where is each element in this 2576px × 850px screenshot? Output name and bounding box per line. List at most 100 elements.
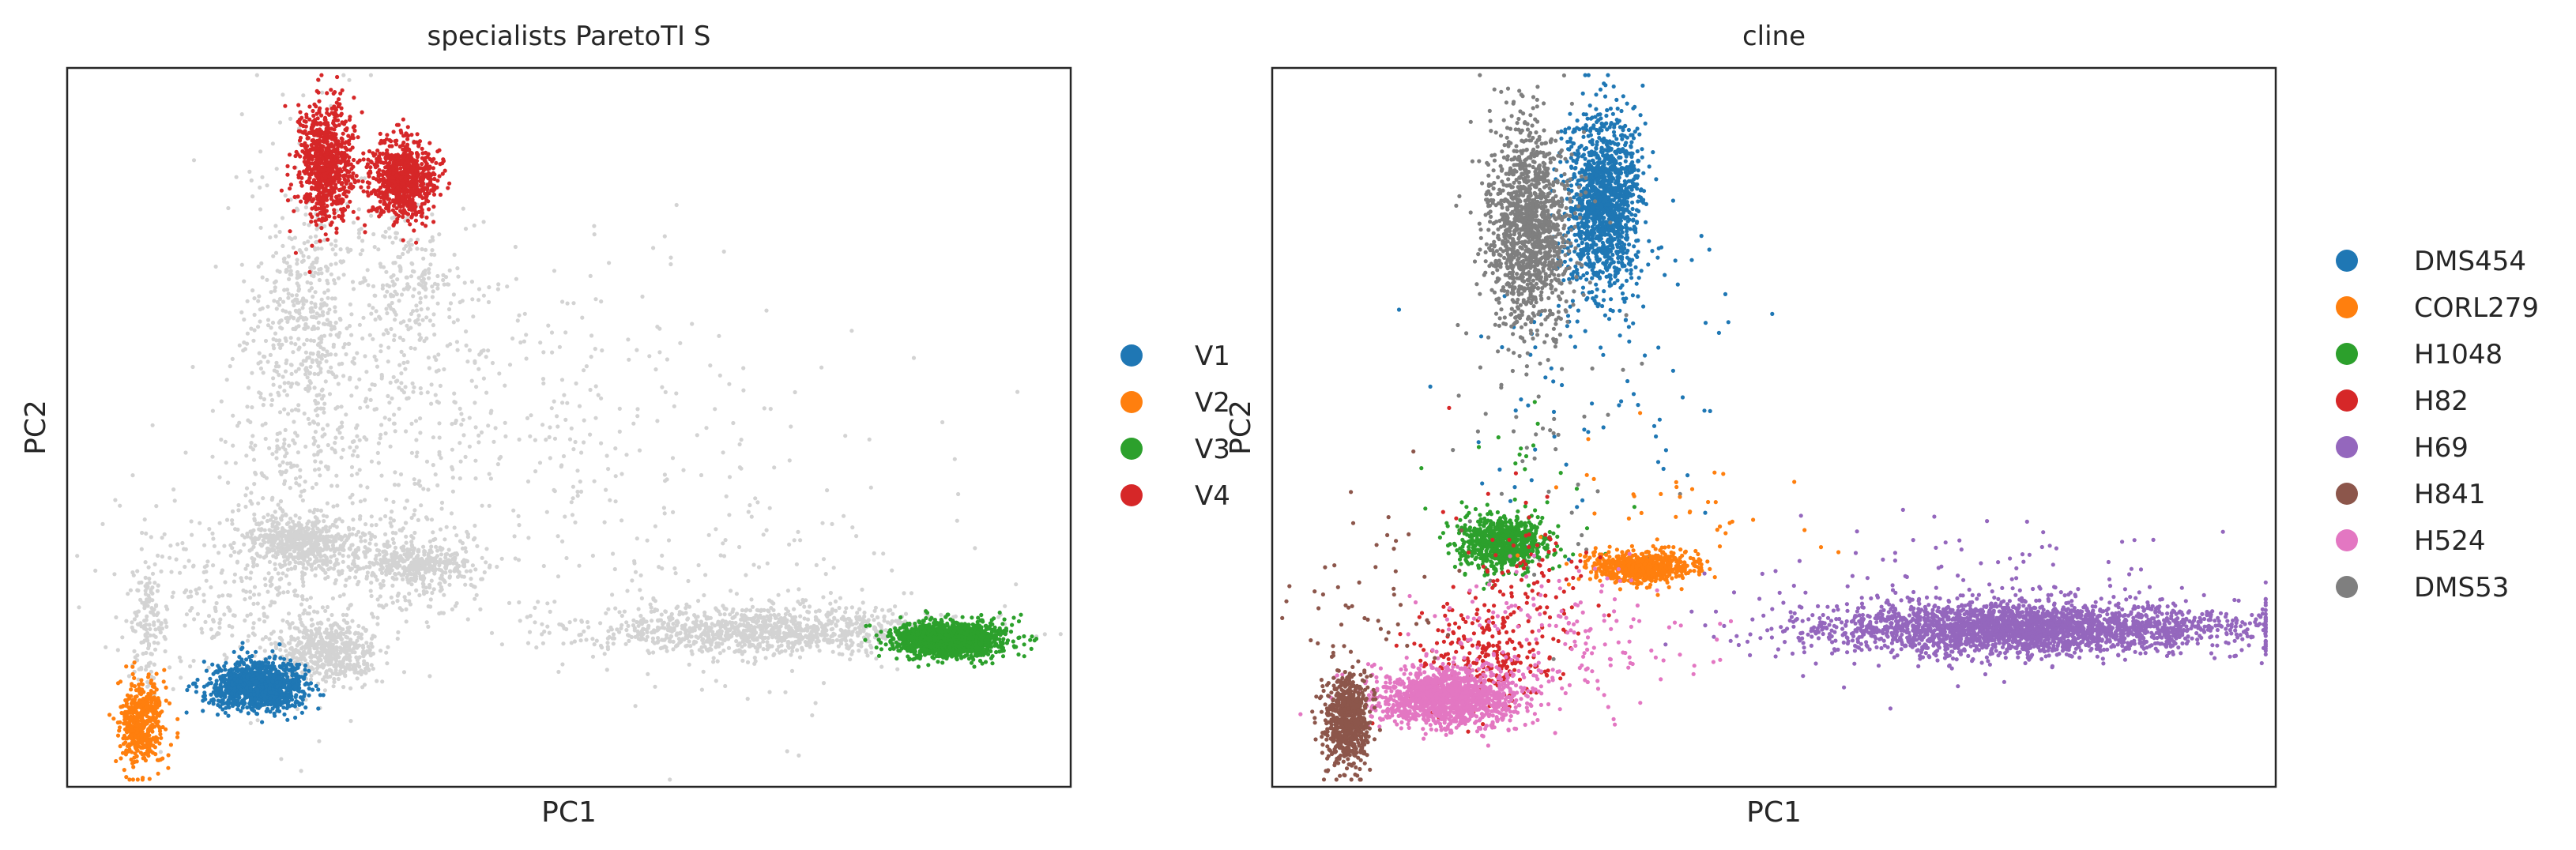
data-point xyxy=(382,416,387,420)
data-point xyxy=(390,240,395,245)
data-point xyxy=(650,619,654,623)
data-point xyxy=(660,638,665,642)
data-point xyxy=(815,627,820,632)
data-point xyxy=(842,513,846,518)
data-point xyxy=(368,651,373,656)
data-point xyxy=(385,310,390,316)
data-point xyxy=(139,547,144,551)
data-point xyxy=(745,697,750,701)
data-point xyxy=(438,561,443,566)
data-point xyxy=(663,389,668,394)
data-point xyxy=(446,282,451,287)
data-point xyxy=(333,243,338,248)
data-point xyxy=(880,607,885,612)
data-point xyxy=(190,364,195,370)
data-point xyxy=(706,627,711,632)
data-point xyxy=(454,533,459,538)
data-point xyxy=(473,401,477,405)
data-point xyxy=(271,630,276,634)
data-point xyxy=(355,676,360,681)
data-point xyxy=(274,307,279,311)
data-point xyxy=(449,511,454,516)
data-point xyxy=(584,364,589,369)
data-point xyxy=(813,701,818,705)
data-point xyxy=(324,627,329,632)
data-point xyxy=(260,472,265,478)
data-point xyxy=(569,641,574,645)
data-point xyxy=(309,300,314,305)
data-point xyxy=(237,420,242,425)
data-point xyxy=(372,354,377,359)
data-point xyxy=(312,468,318,472)
data-point xyxy=(541,350,546,355)
data-point xyxy=(313,653,318,659)
data-point xyxy=(469,280,475,284)
data-point xyxy=(190,606,194,611)
data-point xyxy=(561,453,567,459)
data-point xyxy=(325,604,330,610)
data-point xyxy=(517,313,522,318)
data-point xyxy=(588,273,593,278)
data-point xyxy=(767,598,772,603)
data-point xyxy=(527,630,533,634)
data-point xyxy=(638,614,643,619)
data-point xyxy=(495,564,499,570)
data-point xyxy=(862,610,867,615)
data-point xyxy=(435,399,439,404)
data-point xyxy=(266,547,270,552)
data-point xyxy=(304,597,309,602)
data-point xyxy=(156,583,160,588)
data-point xyxy=(365,570,370,575)
data-point xyxy=(648,602,653,607)
data-point xyxy=(326,281,330,286)
data-point xyxy=(669,627,674,632)
data-point xyxy=(517,523,522,528)
data-point xyxy=(593,347,597,352)
data-point xyxy=(571,496,575,501)
data-point xyxy=(574,381,578,386)
data-point xyxy=(385,289,390,294)
data-point xyxy=(318,620,323,625)
data-point xyxy=(307,557,312,562)
data-point xyxy=(1058,632,1063,637)
data-point xyxy=(284,574,289,578)
data-point xyxy=(146,565,151,570)
data-point xyxy=(441,277,446,283)
data-point xyxy=(427,539,433,544)
data-point xyxy=(346,554,351,559)
data-point xyxy=(439,500,445,506)
data-point xyxy=(365,661,370,666)
data-point xyxy=(317,393,322,397)
data-point xyxy=(130,473,135,478)
data-point xyxy=(448,301,454,306)
data-point xyxy=(331,504,336,509)
data-point xyxy=(131,628,136,633)
data-point xyxy=(340,420,345,425)
data-point xyxy=(714,527,718,532)
data-point xyxy=(814,562,819,568)
data-point xyxy=(798,614,803,619)
data-point xyxy=(391,273,396,278)
data-point xyxy=(297,629,302,634)
data-point xyxy=(447,314,452,320)
data-point xyxy=(526,536,531,540)
data-point xyxy=(333,239,338,243)
data-point xyxy=(545,624,550,629)
data-point xyxy=(860,587,864,592)
data-point xyxy=(186,595,191,600)
data-point xyxy=(470,563,476,568)
data-point xyxy=(741,366,746,370)
data-point xyxy=(611,551,616,556)
data-point xyxy=(309,314,314,319)
data-point xyxy=(333,435,338,440)
data-point xyxy=(346,565,351,570)
data-point xyxy=(325,269,330,273)
data-point xyxy=(821,681,827,686)
data-point xyxy=(362,276,367,280)
data-point xyxy=(751,615,756,621)
data-point xyxy=(828,601,833,606)
data-point xyxy=(228,608,232,613)
data-point xyxy=(247,548,252,553)
data-point xyxy=(617,406,622,412)
data-point xyxy=(223,580,228,585)
